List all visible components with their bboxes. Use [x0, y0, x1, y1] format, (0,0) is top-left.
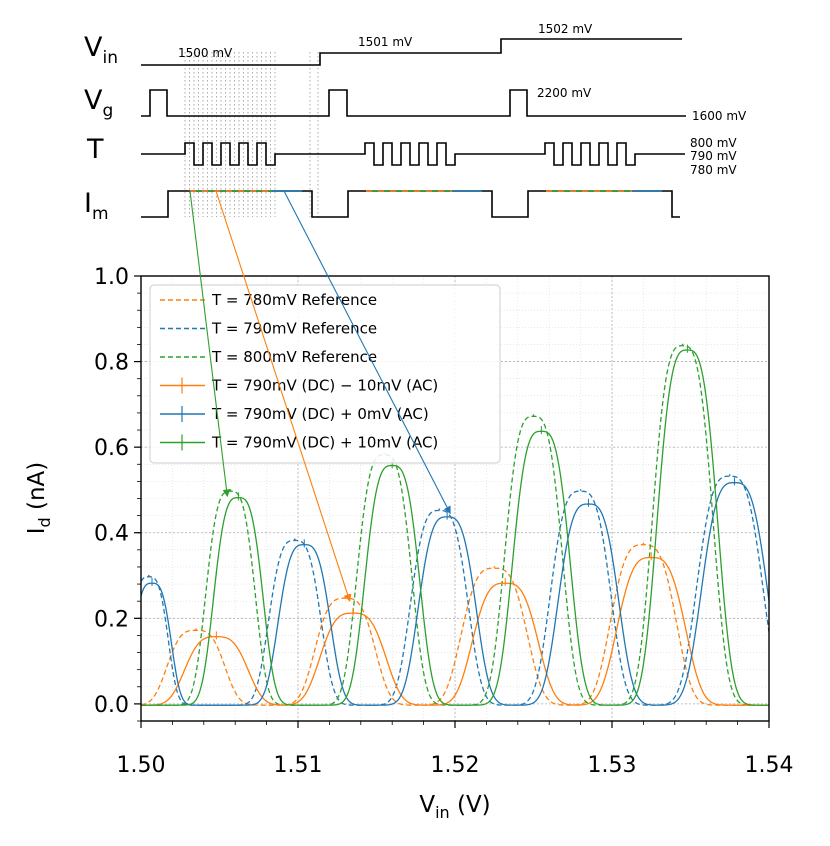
vin-level-3: 1502 mV: [538, 22, 593, 36]
series-point-2: [532, 414, 535, 416]
legend-label: T = 790mV (DC) − 10mV (AC): [211, 377, 438, 395]
series-curve-3: [141, 556, 769, 706]
x-axis-label: Vin (V): [419, 792, 490, 822]
t-waveform: [141, 142, 685, 166]
legend: T = 780mV Reference T = 790mV Reference T …: [149, 284, 501, 464]
t-level-800: 800 mV: [690, 136, 737, 150]
row-label-vin: Vin: [84, 32, 118, 68]
legend-label: T = 790mV (DC) + 10mV (AC): [211, 434, 438, 452]
series-point-1: [438, 508, 441, 510]
y-tick-label: 0.6: [94, 436, 129, 461]
im-waveform: [141, 190, 680, 218]
vin-level-1: 1500 mV: [178, 46, 233, 60]
annotation-arrows: [189, 190, 451, 602]
annotation-arrow: [189, 190, 231, 498]
row-label-t: T: [86, 134, 104, 165]
data-curves: [141, 343, 769, 706]
series-point-1: [579, 489, 582, 491]
axis-ticks: 1.50 1.51 1.52 1.53 1.54 0.0 0.2 0.4 0.6 0.8 1.0: [94, 265, 793, 778]
series-curve-5: [141, 349, 769, 706]
vg-low-label: 1600 mV: [692, 109, 747, 123]
y-axis-label: Id (nA): [24, 462, 54, 535]
series-point-1: [294, 538, 296, 540]
series-point-1: [728, 474, 731, 476]
x-tick-label: 1.54: [745, 753, 794, 778]
y-tick-label: 1.0: [94, 265, 129, 290]
vg-waveform: [141, 89, 686, 117]
x-tick-label: 1.53: [588, 753, 637, 778]
series-point-1: [148, 574, 150, 577]
series-point-2: [229, 489, 232, 491]
sampling-guides: [184, 52, 319, 217]
x-tick-label: 1.50: [117, 753, 166, 778]
y-tick-label: 0.2: [94, 607, 129, 632]
series-curve-1: [141, 475, 769, 706]
y-tick-label: 0.4: [94, 522, 129, 547]
y-tick-label: 0.8: [94, 351, 129, 376]
x-tick-label: 1.51: [274, 753, 323, 778]
series-point-0: [195, 628, 197, 630]
t-level-790: 790 mV: [690, 149, 737, 163]
row-label-im: Im: [84, 188, 109, 224]
series-curve-4: [141, 482, 769, 706]
legend-label: T = 790mV (DC) + 0mV (AC): [211, 405, 429, 423]
annotation-arrow: [283, 190, 451, 515]
row-label-vg: Vg: [84, 85, 113, 121]
legend-label: T = 800mV Reference: [211, 348, 377, 366]
series-point-0: [344, 596, 346, 598]
vin-level-2: 1501 mV: [358, 35, 413, 49]
series-curve-2: [141, 345, 769, 706]
legend-label: T = 780mV Reference: [211, 291, 377, 309]
y-tick-label: 0.0: [94, 693, 129, 718]
t-level-780: 780 mV: [690, 163, 737, 177]
series-point-0: [642, 542, 645, 545]
series-point-0: [493, 566, 496, 568]
vg-high-label: 2200 mV: [537, 86, 592, 100]
vin-waveform: [141, 38, 682, 66]
timing-diagram: Vin Vg T Im 1500 mV 1501 mV 1502 mV 2200…: [84, 22, 747, 224]
legend-box: [149, 284, 501, 464]
annotation-arrow: [215, 190, 352, 602]
x-tick-label: 1.52: [431, 753, 480, 778]
legend-label: T = 790mV Reference: [211, 320, 377, 338]
series-point-2: [681, 343, 684, 346]
